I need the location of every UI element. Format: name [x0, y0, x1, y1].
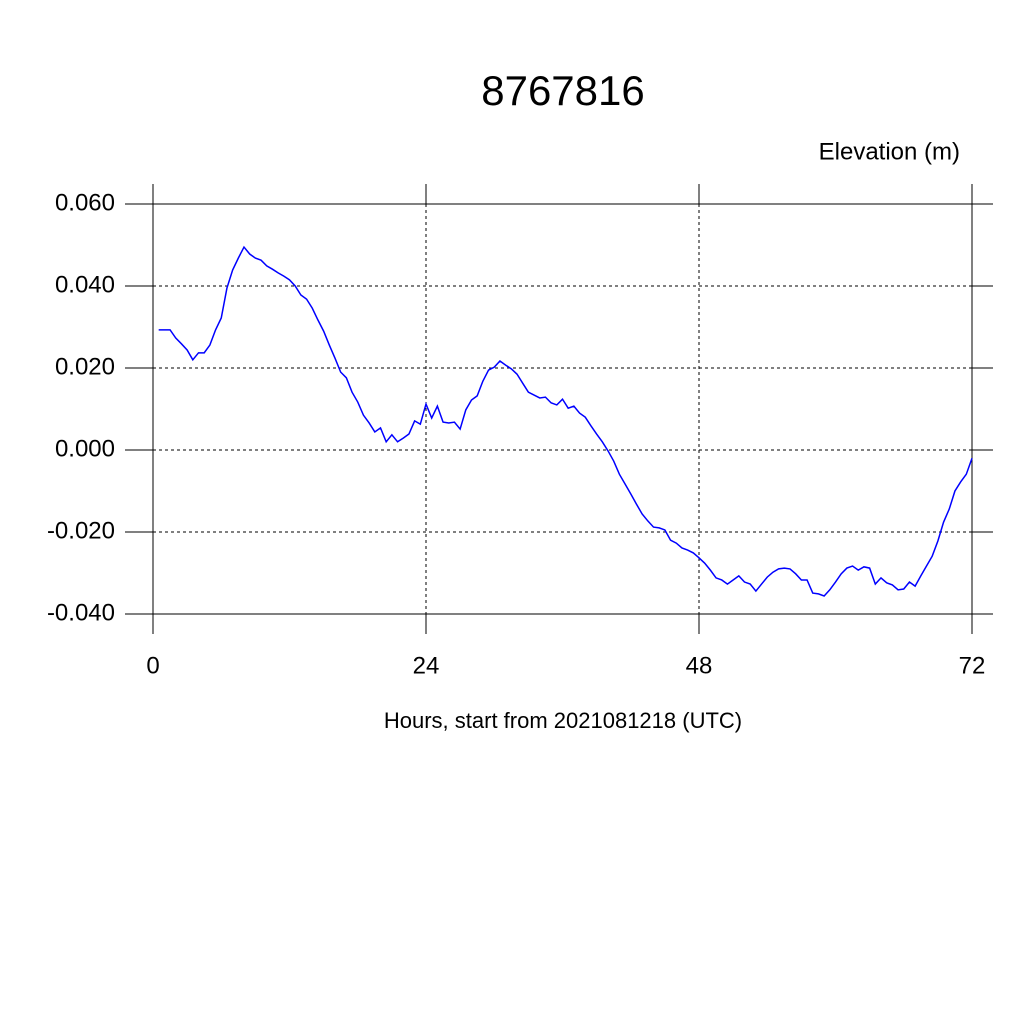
x-axis-label: Hours, start from 2021081218 (UTC) [384, 708, 742, 733]
x-tick-label: 24 [413, 652, 440, 679]
x-tick-label: 0 [146, 652, 159, 679]
series-line [158, 245, 973, 597]
y-tick-label: 0.020 [55, 353, 115, 380]
plot-frame [152, 203, 973, 615]
x-tick-label: 72 [959, 652, 986, 679]
y-tick-label: 0.000 [55, 435, 115, 462]
y-tick-label: 0.040 [55, 271, 115, 298]
y-tick-label: -0.020 [47, 517, 115, 544]
y-tick-label: 0.060 [55, 189, 115, 216]
subtitle: Elevation (m) [819, 138, 960, 165]
x-tick-label: 48 [686, 652, 713, 679]
y-tick-label: -0.040 [47, 599, 115, 626]
chart-title: 8767816 [481, 67, 645, 114]
